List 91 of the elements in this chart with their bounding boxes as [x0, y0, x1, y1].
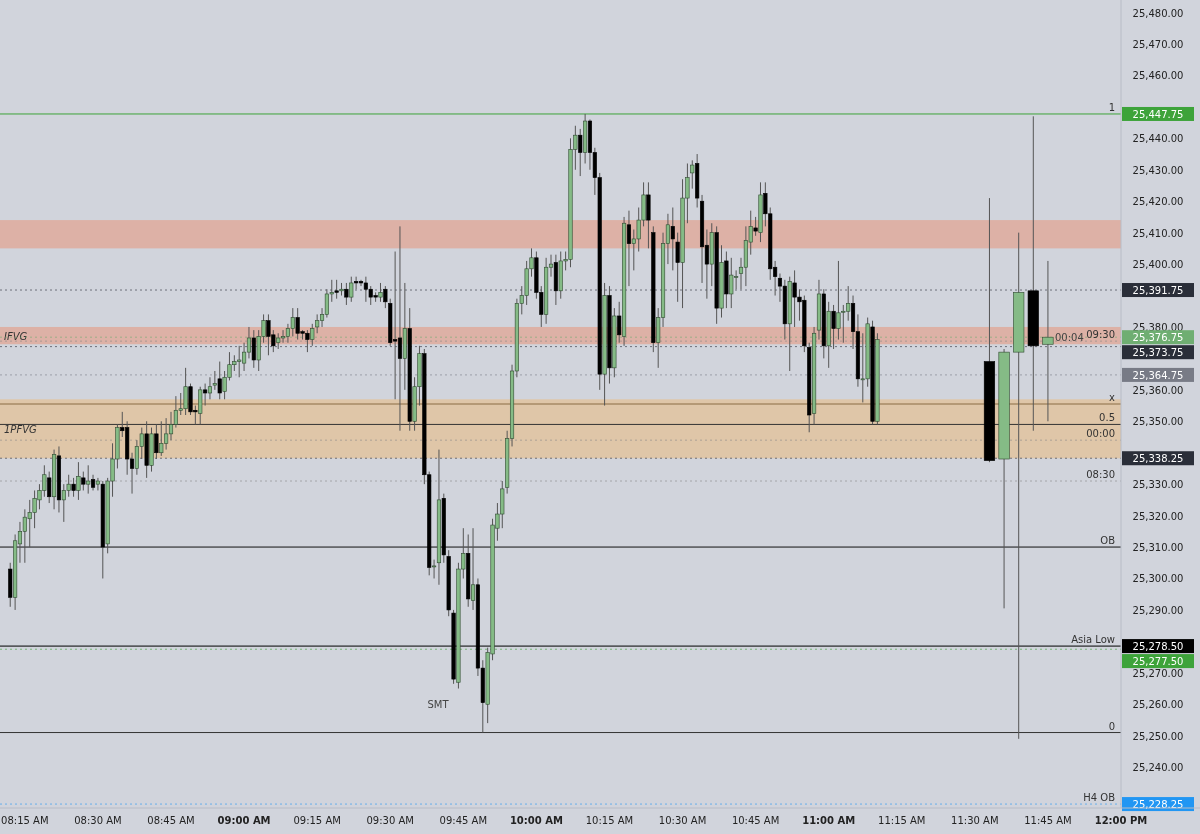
- candlestick: [617, 301, 622, 344]
- x-tick-label: 11:15 AM: [878, 815, 926, 826]
- candlestick: [831, 304, 836, 350]
- candlestick: [358, 279, 364, 287]
- candlestick: [76, 461, 81, 501]
- candlestick: [251, 329, 256, 369]
- y-tick-label: 25,460.00: [1132, 70, 1184, 82]
- candlestick: [432, 559, 437, 579]
- annotation: 09:30: [1086, 329, 1115, 341]
- x-tick-label: 09:45 AM: [439, 815, 488, 826]
- y-tick-label: 25,410.00: [1132, 227, 1184, 239]
- ref-line-label: 25,278.50: [1132, 641, 1184, 653]
- y-tick-label: 25,430.00: [1132, 164, 1184, 176]
- y-tick-label: 25,270.00: [1132, 667, 1184, 679]
- candlestick: [397, 225, 403, 432]
- candlestick: [383, 285, 388, 309]
- x-tick-label: 08:30 AM: [74, 815, 122, 826]
- candlestick: [86, 464, 91, 495]
- candlestick: [378, 282, 383, 303]
- x-tick-label: 12:00 PM: [1094, 815, 1148, 826]
- y-tick-label: 25,250.00: [1132, 730, 1184, 742]
- y-tick-label: 25,400.00: [1132, 259, 1184, 271]
- x-tick-label: 11:30 AM: [951, 815, 999, 826]
- candlestick: [47, 471, 52, 504]
- ref-line-label: 25,364.75: [1132, 369, 1184, 381]
- candlestick: [207, 376, 213, 400]
- candlestick: [670, 207, 675, 271]
- annotation: 0.5: [1099, 412, 1115, 424]
- y-tick-label: 25,330.00: [1132, 479, 1184, 491]
- y-tick-label: 25,440.00: [1132, 133, 1184, 145]
- x-tick-label: 11:00 AM: [802, 815, 856, 826]
- candlestick: [203, 383, 208, 407]
- annotation: 08:30: [1086, 469, 1115, 481]
- candlestick: [753, 216, 758, 237]
- x-tick-label: 09:15 AM: [293, 815, 341, 826]
- candlestick: [690, 159, 695, 190]
- ref-line-label: 25,391.75: [1132, 285, 1184, 297]
- annotation: Asia Low: [1071, 634, 1115, 646]
- ref-line-label: 25,228.25: [1132, 799, 1184, 811]
- y-tick-label: 25,240.00: [1132, 762, 1184, 774]
- x-tick-label: 10:30 AM: [658, 815, 707, 826]
- band-label: 1PFVG: [4, 423, 37, 435]
- y-tick-label: 25,300.00: [1132, 573, 1184, 585]
- ref-line-label: 25,447.75: [1132, 108, 1184, 120]
- candlestick: [334, 279, 339, 300]
- ref-line-label: 25,376.75: [1132, 332, 1184, 344]
- x-tick-label: 09:30 AM: [366, 815, 414, 826]
- ref-line-label: 25,373.75: [1132, 347, 1184, 359]
- candlestick: [675, 232, 680, 303]
- candlestick: [626, 210, 632, 287]
- y-tick-label: 25,310.00: [1132, 542, 1184, 554]
- y-tick-label: 25,290.00: [1132, 604, 1184, 616]
- candlestick: [198, 386, 203, 425]
- y-tick-label: 25,360.00: [1132, 384, 1184, 396]
- x-tick-label: 10:15 AM: [585, 815, 634, 826]
- candlestick: [81, 471, 86, 491]
- x-tick-label: 10:45 AM: [731, 815, 780, 826]
- y-tick-label: 25,350.00: [1132, 416, 1184, 428]
- annotation: 1: [1108, 101, 1115, 113]
- y-tick-label: 25,260.00: [1132, 699, 1184, 711]
- candlestick: [578, 128, 583, 177]
- candlestick: [344, 282, 349, 306]
- annotation: 0: [1108, 720, 1115, 732]
- candlestick: [471, 527, 476, 611]
- y-tick-label: 25,380.00: [1132, 321, 1184, 333]
- candlestick: [354, 276, 359, 290]
- annotation: H4 OB: [1083, 792, 1116, 804]
- candlestick: [217, 361, 222, 400]
- y-tick-label: 25,420.00: [1132, 196, 1184, 208]
- y-tick-label: 25,470.00: [1132, 39, 1184, 51]
- x-tick-label: 09:00 AM: [217, 815, 271, 826]
- candlestick: [349, 276, 354, 303]
- x-tick-label: 10:00 AM: [509, 815, 563, 826]
- candlestick: [310, 323, 315, 347]
- candlestick: [168, 411, 174, 441]
- annotation: OB: [1100, 535, 1116, 547]
- candlestick: [71, 477, 76, 498]
- x-tick-label: 08:45 AM: [147, 815, 195, 826]
- annotation: 00:00: [1086, 428, 1115, 440]
- x-tick-label: 11:45 AM: [1024, 815, 1072, 826]
- ref-line-label: 25,277.50: [1132, 656, 1184, 668]
- annotation: x: [1109, 392, 1116, 403]
- band-label: IFVG: [4, 330, 28, 342]
- y-tick-label: 25,480.00: [1132, 7, 1184, 19]
- x-tick-label: 08:15 AM: [1, 815, 49, 826]
- y-tick-label: 25,320.00: [1132, 510, 1184, 522]
- annotation: SMT: [427, 698, 450, 710]
- candlestick: [95, 477, 100, 491]
- annotation: 00:04: [1054, 332, 1084, 344]
- candlestick: [154, 423, 159, 460]
- ref-line-label: 25,338.25: [1132, 453, 1184, 465]
